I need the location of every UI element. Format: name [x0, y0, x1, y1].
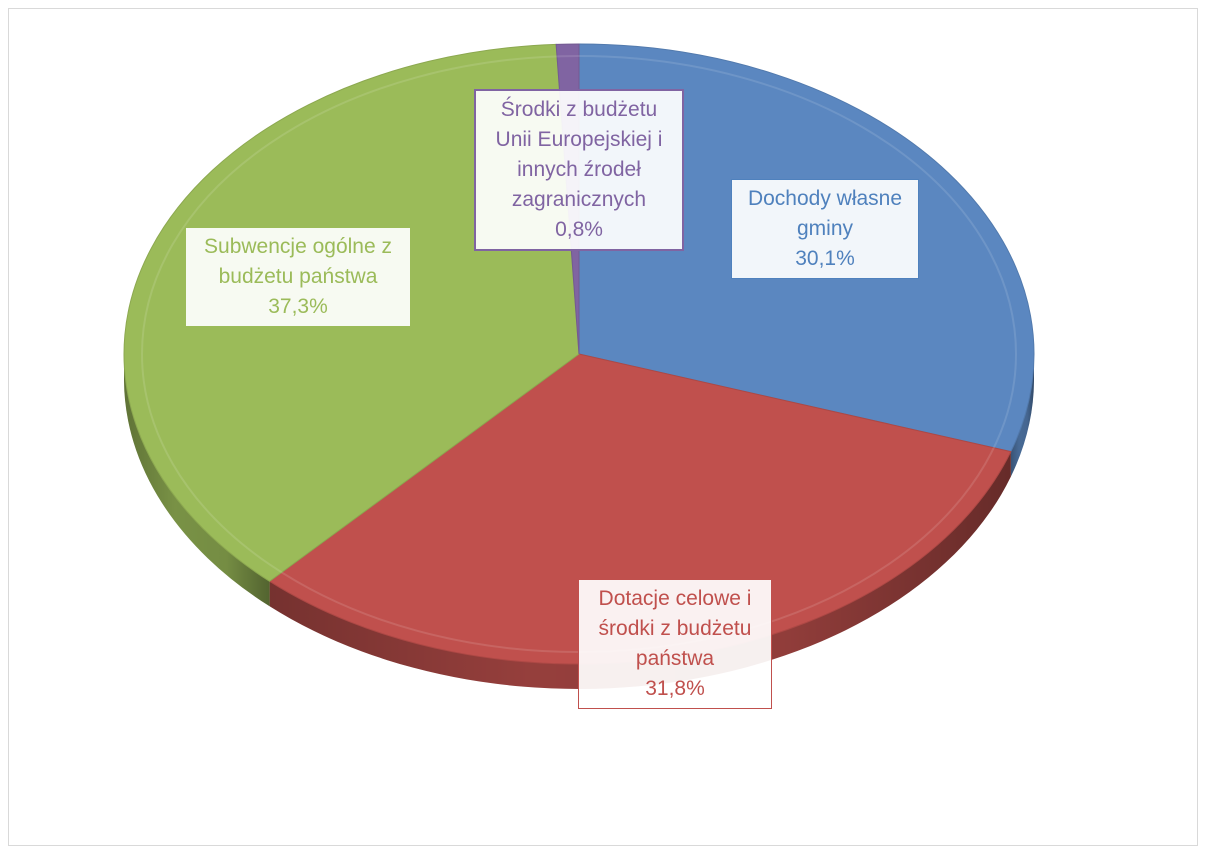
- label-dotacje-line-3: państwa: [635, 647, 715, 670]
- label-srodki-ue-line-1: Środki z budżetu: [500, 98, 658, 121]
- pie-sides: [124, 354, 1034, 689]
- label-dotacje: Dotacje celowe i środki z budżetu państw…: [578, 579, 772, 709]
- label-srodki-ue-value: 0,8%: [555, 218, 603, 241]
- label-srodki-ue: Środki z budżetu Unii Europejskiej i inn…: [474, 89, 684, 251]
- pie-side-shade-0: [1010, 354, 1034, 477]
- label-subwencje-value: 37,3%: [268, 295, 328, 318]
- label-srodki-ue-line-4: zagranicznych: [511, 188, 647, 211]
- pie-side-shade-1: [269, 451, 1011, 689]
- pie-tops: [123, 43, 1035, 665]
- label-subwencje-line-1: Subwencje ogólne z: [204, 235, 392, 258]
- label-dochody-value: 30,1%: [795, 247, 855, 270]
- label-dotacje-value: 31,8%: [645, 677, 705, 700]
- label-dotacje-line-1: Dotacje celowe i: [598, 587, 752, 610]
- pie-side-shade-2: [124, 354, 270, 607]
- chart-area: Dochody własne gminy 30,1% Dotacje celow…: [8, 8, 1198, 846]
- label-subwencje: Subwencje ogólne z budżetu państwa 37,3%: [185, 227, 411, 327]
- label-subwencje-line-2: budżetu państwa: [218, 265, 378, 288]
- label-srodki-ue-line-2: Unii Europejskiej i: [495, 128, 663, 151]
- label-dochody: Dochody własne gminy 30,1%: [731, 179, 919, 279]
- label-dochody-line-2: gminy: [796, 217, 854, 240]
- pie-chart: [123, 43, 1035, 689]
- label-dochody-line-1: Dochody własne: [747, 187, 903, 210]
- label-srodki-ue-line-3: innych źrodeł: [517, 158, 641, 181]
- label-dotacje-line-2: środki z budżetu: [598, 617, 752, 640]
